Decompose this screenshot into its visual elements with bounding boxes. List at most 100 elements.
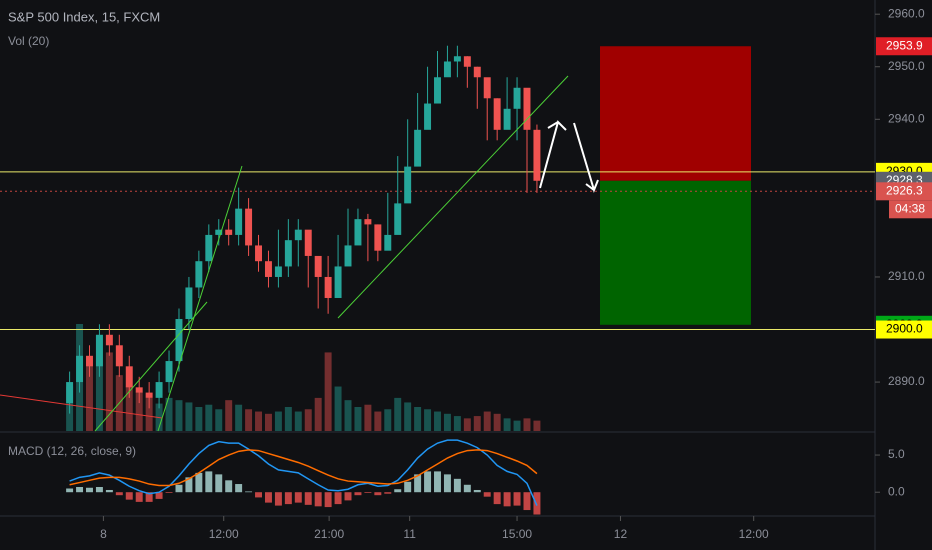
candle-body bbox=[185, 287, 193, 320]
candle-body bbox=[145, 392, 153, 398]
price-label-box bbox=[876, 320, 932, 339]
chart-title: S&P 500 Index, 15, FXCM bbox=[8, 9, 160, 24]
volume-bar bbox=[473, 416, 481, 431]
macd-histogram bbox=[115, 492, 123, 496]
macd-histogram bbox=[235, 484, 243, 493]
candle-body bbox=[493, 98, 501, 130]
volume-bar bbox=[105, 352, 113, 431]
price-label-box bbox=[876, 182, 932, 201]
volume-bar bbox=[125, 386, 133, 431]
volume-bar bbox=[255, 411, 263, 431]
volume-bar bbox=[205, 404, 213, 431]
macd-histogram bbox=[165, 492, 173, 493]
x-tick-label: 21:00 bbox=[314, 527, 344, 541]
volume-bar bbox=[453, 416, 461, 431]
volume-bar bbox=[483, 411, 491, 431]
volume-bar bbox=[354, 406, 362, 431]
x-tick-label: 15:00 bbox=[502, 527, 532, 541]
candle-body bbox=[424, 103, 432, 130]
volume-bar bbox=[404, 402, 412, 431]
x-tick-label: 8 bbox=[100, 527, 107, 541]
volume-bar bbox=[493, 413, 501, 431]
countdown: 04:38 bbox=[895, 201, 925, 215]
candle-body bbox=[255, 245, 263, 262]
volume-bar bbox=[284, 406, 292, 431]
trend-line bbox=[337, 75, 569, 319]
candle-body bbox=[324, 276, 332, 298]
macd-histogram bbox=[384, 492, 392, 494]
macd-histogram bbox=[145, 492, 153, 502]
volume-bar bbox=[274, 411, 282, 431]
candle-body bbox=[125, 366, 133, 388]
x-tick-label: 11 bbox=[403, 527, 416, 541]
candle-body bbox=[274, 266, 282, 277]
macd-histogram bbox=[205, 471, 213, 493]
macd-histogram bbox=[125, 492, 133, 500]
y-tick-label: 2960.0 bbox=[888, 6, 925, 20]
macd-histogram bbox=[284, 492, 292, 505]
macd-histogram bbox=[424, 471, 432, 493]
price-label-box bbox=[876, 37, 932, 56]
macd-histogram bbox=[344, 492, 352, 501]
candle-body bbox=[95, 334, 103, 367]
price-label: 2953.9 bbox=[886, 38, 923, 52]
candle-body bbox=[294, 229, 302, 241]
macd-histogram bbox=[334, 492, 342, 505]
price-label: 2900.0 bbox=[886, 322, 923, 336]
trend-line bbox=[0, 394, 163, 419]
y-tick-label: 0.0 bbox=[888, 484, 905, 498]
macd-histogram bbox=[185, 477, 193, 493]
candle-body bbox=[344, 245, 352, 267]
candle-body bbox=[264, 261, 272, 277]
candle-body bbox=[334, 266, 342, 298]
macd-histogram bbox=[225, 480, 233, 493]
macd-histogram bbox=[523, 492, 531, 511]
volume-bar bbox=[304, 409, 312, 431]
candle-body bbox=[463, 56, 471, 67]
macd-histogram bbox=[76, 487, 84, 493]
volume-bar bbox=[314, 397, 322, 431]
candle-body bbox=[384, 234, 392, 251]
volume-bar bbox=[86, 363, 93, 431]
candle-body bbox=[225, 229, 233, 235]
candle-body bbox=[165, 361, 173, 383]
candle-body bbox=[195, 261, 203, 288]
macd-histogram bbox=[304, 492, 312, 505]
macd-histogram bbox=[175, 484, 183, 493]
candle-body bbox=[155, 382, 163, 398]
candle-body bbox=[205, 234, 213, 262]
candle-body bbox=[434, 77, 441, 104]
target-zone bbox=[600, 180, 751, 325]
y-tick-label: 5.0 bbox=[888, 447, 905, 461]
candle-body bbox=[115, 345, 123, 367]
macd-histogram bbox=[264, 492, 272, 503]
candle-body bbox=[235, 208, 243, 235]
candle-body bbox=[453, 56, 461, 62]
macd-histogram bbox=[434, 471, 441, 493]
macd-histogram bbox=[86, 487, 93, 493]
volume-bar bbox=[344, 400, 352, 431]
candle-body bbox=[245, 208, 253, 246]
candle-body bbox=[304, 229, 312, 256]
volume-bar bbox=[165, 397, 173, 431]
volume-bar bbox=[324, 352, 332, 431]
y-tick-label: 2910.0 bbox=[888, 269, 925, 283]
volume-bar bbox=[384, 409, 392, 431]
macd-histogram bbox=[135, 492, 143, 502]
candle-body bbox=[513, 87, 521, 109]
volume-bar bbox=[434, 411, 441, 431]
volume-bar bbox=[215, 409, 223, 431]
candle-body bbox=[364, 219, 372, 225]
macd-histogram bbox=[66, 488, 74, 493]
candle-body bbox=[443, 61, 451, 78]
candle-body bbox=[215, 229, 223, 235]
macd-histogram bbox=[324, 492, 332, 508]
volume-bar bbox=[294, 411, 302, 431]
macd-histogram bbox=[215, 474, 223, 493]
macd-histogram bbox=[255, 492, 263, 498]
candle-body bbox=[175, 319, 183, 362]
x-tick-label: 12:00 bbox=[209, 527, 239, 541]
candle-body bbox=[86, 355, 93, 367]
candle-body bbox=[284, 240, 292, 267]
